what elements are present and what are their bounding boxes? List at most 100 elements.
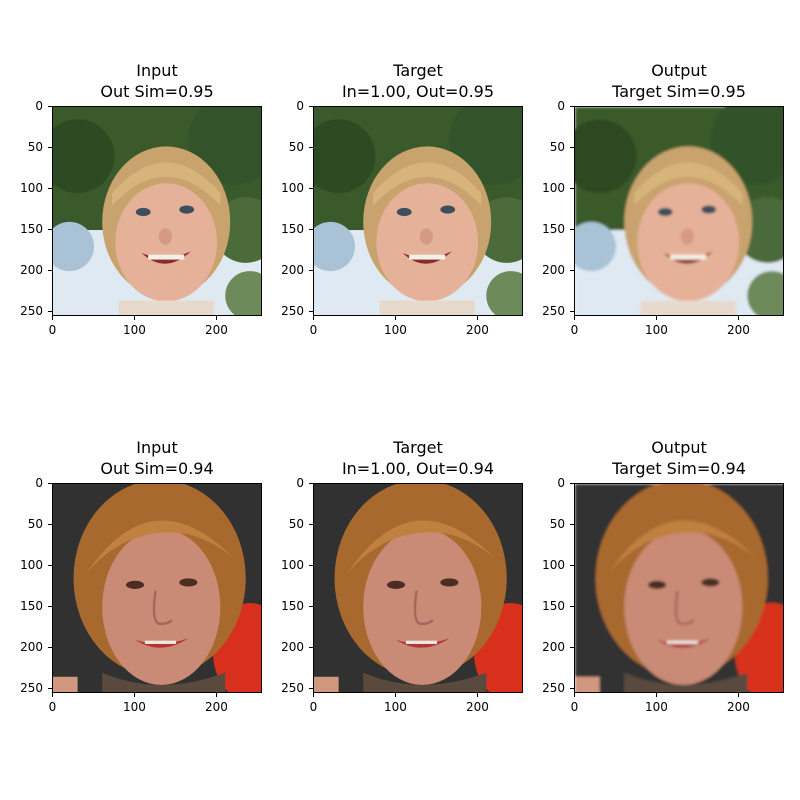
y-tick-mark: [48, 147, 52, 149]
y-tick-label: 150: [20, 222, 43, 237]
y-tick-label: 0: [35, 99, 43, 114]
panel-title-line1: Target: [393, 61, 443, 80]
x-tick-mark: [656, 693, 658, 697]
y-tick-label: 100: [542, 181, 565, 196]
y-tick-label: 150: [542, 599, 565, 614]
y-tick-label: 250: [281, 681, 304, 696]
x-tick-label: 200: [205, 700, 228, 714]
y-tick-mark: [570, 147, 574, 149]
y-tick-mark: [48, 270, 52, 272]
panel-title-line1: Output: [651, 438, 707, 457]
y-tick-label: 250: [542, 304, 565, 319]
panel-title: Output Target Sim=0.95: [548, 60, 800, 102]
x-tick-mark: [395, 316, 397, 320]
x-tick-label: 200: [727, 700, 750, 714]
x-tick-mark: [313, 316, 315, 320]
y-tick-mark: [309, 229, 313, 231]
y-tick-mark: [570, 229, 574, 231]
x-tick-mark: [134, 316, 136, 320]
y-tick-mark: [570, 106, 574, 108]
panel-title-line1: Input: [136, 61, 178, 80]
panel-title-line2: Out Sim=0.95: [100, 82, 214, 101]
x-tick-mark: [134, 693, 136, 697]
y-tick-mark: [309, 483, 313, 485]
y-tick-mark: [309, 647, 313, 649]
x-tick-label: 200: [205, 323, 228, 337]
y-tick-label: 50: [549, 517, 565, 532]
x-tick-label: 100: [383, 700, 407, 714]
panel-title-line1: Target: [393, 438, 443, 457]
y-tick-mark: [309, 606, 313, 608]
y-tick-label: 200: [542, 263, 565, 278]
x-tick-mark: [216, 316, 218, 320]
y-tick-label: 150: [281, 599, 304, 614]
panel-title: Target In=1.00, Out=0.94: [287, 437, 549, 479]
y-tick-mark: [48, 483, 52, 485]
y-tick-label: 250: [20, 681, 43, 696]
x-tick-label: 0: [570, 323, 579, 337]
x-tick-label: 0: [309, 700, 318, 714]
y-tick-mark: [48, 606, 52, 608]
y-tick-label: 50: [27, 517, 43, 532]
y-tick-label: 50: [288, 517, 304, 532]
y-tick-mark: [570, 483, 574, 485]
y-tick-label: 250: [542, 681, 565, 696]
x-tick-mark: [574, 316, 576, 320]
x-tick-label: 200: [466, 323, 489, 337]
y-tick-mark: [309, 188, 313, 190]
y-tick-mark: [48, 229, 52, 231]
panel-title-line2: Out Sim=0.94: [100, 459, 214, 478]
y-tick-label: 100: [281, 558, 304, 573]
panel-title: Input Out Sim=0.95: [26, 60, 288, 102]
y-tick-mark: [48, 524, 52, 526]
x-tick-label: 100: [122, 323, 146, 337]
y-tick-label: 250: [281, 304, 304, 319]
y-tick-mark: [309, 565, 313, 567]
panel-title: Input Out Sim=0.94: [26, 437, 288, 479]
woman-face-photo: [313, 483, 523, 693]
y-tick-mark: [309, 524, 313, 526]
x-tick-mark: [477, 693, 479, 697]
y-tick-label: 200: [20, 263, 43, 278]
y-tick-label: 0: [35, 476, 43, 491]
y-tick-label: 250: [20, 304, 43, 319]
y-tick-mark: [570, 188, 574, 190]
panel-title-line1: Output: [651, 61, 707, 80]
x-tick-label: 100: [644, 700, 668, 714]
y-tick-label: 0: [557, 476, 565, 491]
y-tick-mark: [309, 688, 313, 690]
y-tick-mark: [48, 106, 52, 108]
y-tick-mark: [309, 270, 313, 272]
y-tick-mark: [48, 565, 52, 567]
x-tick-label: 200: [466, 700, 489, 714]
x-tick-mark: [52, 316, 54, 320]
x-tick-label: 100: [383, 323, 407, 337]
y-tick-mark: [570, 565, 574, 567]
y-tick-mark: [309, 106, 313, 108]
panel-title-line2: In=1.00, Out=0.95: [341, 82, 495, 101]
child-face-photo: [313, 106, 523, 316]
y-tick-mark: [309, 147, 313, 149]
child-face-photo-blurred: [574, 106, 784, 316]
x-tick-mark: [313, 693, 315, 697]
y-tick-label: 0: [296, 476, 304, 491]
y-tick-mark: [48, 311, 52, 313]
x-tick-label: 100: [644, 323, 668, 337]
x-tick-label: 0: [309, 323, 318, 337]
y-tick-label: 200: [281, 263, 304, 278]
woman-face-photo-blurred: [574, 483, 784, 693]
y-tick-label: 200: [20, 640, 43, 655]
y-tick-label: 100: [20, 558, 43, 573]
y-tick-mark: [570, 270, 574, 272]
panel-title: Output Target Sim=0.94: [548, 437, 800, 479]
x-tick-mark: [738, 316, 740, 320]
x-tick-label: 0: [48, 700, 57, 714]
y-tick-mark: [570, 688, 574, 690]
y-tick-label: 0: [296, 99, 304, 114]
woman-face-photo: [52, 483, 262, 693]
y-tick-mark: [570, 606, 574, 608]
x-tick-mark: [738, 693, 740, 697]
y-tick-label: 150: [542, 222, 565, 237]
panel-title-line2: Target Sim=0.94: [612, 459, 746, 478]
panel-title-line1: Input: [136, 438, 178, 457]
